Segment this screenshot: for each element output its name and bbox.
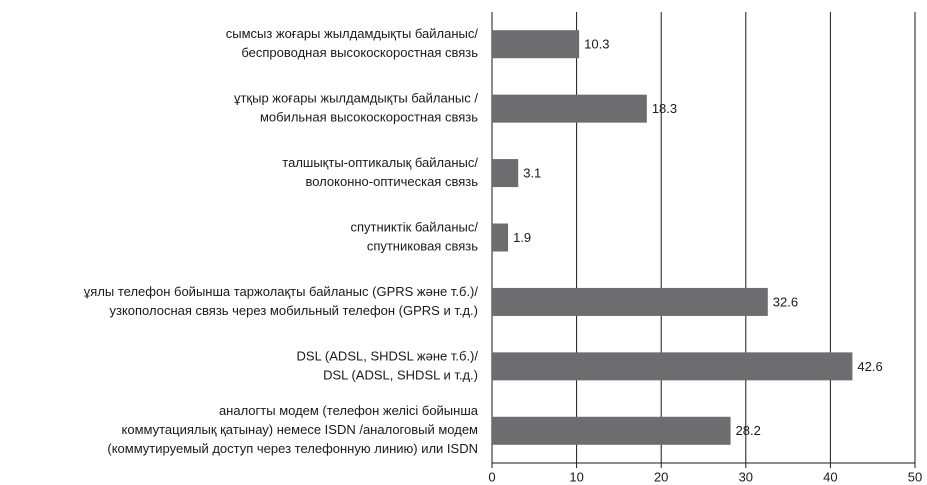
y-tick-label: беспроводная высокоскоростная связь — [241, 45, 478, 60]
data-label: 28.2 — [736, 423, 761, 438]
bar — [492, 416, 731, 445]
y-tick-label: мобильная высокоскоростная связь — [260, 110, 478, 125]
bar — [492, 287, 768, 316]
y-tick-label: волоконно-оптическая связь — [305, 174, 478, 189]
x-tick-label: 50 — [908, 469, 922, 484]
x-tick-label: 10 — [569, 469, 583, 484]
bar — [492, 223, 509, 252]
y-tick-label: спутниктік байланыс/ — [351, 219, 479, 234]
y-tick-label: DSL (ADSL, SHDSL және т.б.)/ — [297, 348, 479, 363]
x-tick-label: 30 — [739, 469, 753, 484]
y-tick-label: DSL (ADSL, SHDSL и т.д.) — [323, 367, 478, 382]
x-tick-label: 20 — [654, 469, 668, 484]
x-tick-label: 40 — [823, 469, 837, 484]
bar — [492, 30, 580, 59]
data-label: 18.3 — [652, 101, 677, 116]
y-tick-label: спутниковая связь — [367, 238, 478, 253]
y-tick-label: ұтқыр жоғары жылдамдықты байланыс / — [234, 91, 478, 106]
y-tick-label: ұялы телефон бойынша таржолақты байланыс… — [84, 284, 479, 299]
y-tick-label: (коммутируемый доступ через телефонную л… — [107, 441, 478, 456]
y-tick-label: аналогты модем (телефон желісі бойынша — [219, 403, 479, 418]
data-label: 10.3 — [584, 37, 609, 52]
y-tick-label: талшықты-оптикалық байланыс/ — [282, 155, 478, 170]
bar — [492, 94, 647, 123]
bar — [492, 159, 519, 188]
data-label: 3.1 — [523, 166, 541, 181]
data-label: 1.9 — [513, 230, 531, 245]
x-tick-label: 0 — [488, 469, 495, 484]
y-tick-label: сымсыз жоғары жылдамдықты байланыс/ — [226, 26, 479, 41]
data-label: 32.6 — [773, 294, 798, 309]
y-tick-label: узкополосная связь через мобильный телеф… — [109, 303, 478, 318]
data-label: 42.6 — [857, 359, 882, 374]
bar — [492, 352, 853, 381]
y-tick-label: коммутациялық қатынау) немесе ISDN /анал… — [122, 422, 479, 437]
